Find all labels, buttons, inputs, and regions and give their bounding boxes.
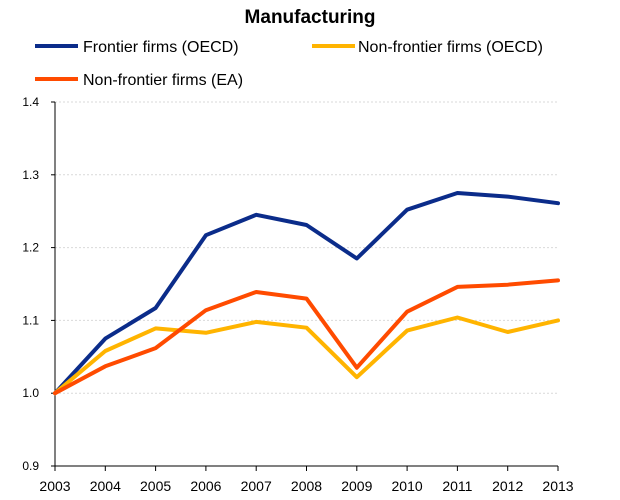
y-tick-label: 1.4 (22, 95, 39, 109)
legend-label: Non-frontier firms (OECD) (358, 39, 543, 56)
legend-item-frontier-oecd: Frontier firms (OECD) (35, 39, 239, 56)
x-tick-label: 2013 (542, 478, 573, 494)
x-tick-label: 2012 (492, 478, 523, 494)
series-line-2 (53, 278, 560, 396)
legend: Frontier firms (OECD) Non-frontier firms… (35, 39, 543, 89)
y-tick-label: 1.0 (22, 386, 39, 400)
series-line-1 (53, 315, 560, 396)
x-tick-label: 2009 (341, 478, 372, 494)
y-tick-label: 1.2 (22, 241, 39, 255)
y-tick-label: 1.1 (22, 313, 39, 327)
legend-item-nonfrontier-ea: Non-frontier firms (EA) (35, 72, 243, 89)
x-tick-label: 2010 (392, 478, 423, 494)
legend-item-nonfrontier-oecd: Non-frontier firms (OECD) (312, 39, 543, 56)
chart-title: Manufacturing (245, 7, 376, 28)
y-tick-label: 0.9 (22, 459, 39, 473)
x-tick-label: 2011 (442, 478, 472, 494)
series-line-0 (53, 191, 560, 396)
x-tick-label: 2006 (190, 478, 221, 494)
x-tick-label: 2003 (39, 478, 70, 494)
y-tick-label: 1.3 (22, 168, 39, 182)
x-tick-label: 2007 (241, 478, 272, 494)
x-tick-label: 2004 (90, 478, 121, 494)
x-tick-label: 2008 (291, 478, 322, 494)
plot-area: 0.9 1.0 1.1 1.2 1.3 1.4 2003 2004 2005 2006 2007 20… (22, 95, 573, 494)
x-tick-label: 2005 (140, 478, 171, 494)
legend-label: Frontier firms (OECD) (83, 39, 239, 56)
legend-label: Non-frontier firms (EA) (83, 72, 243, 89)
